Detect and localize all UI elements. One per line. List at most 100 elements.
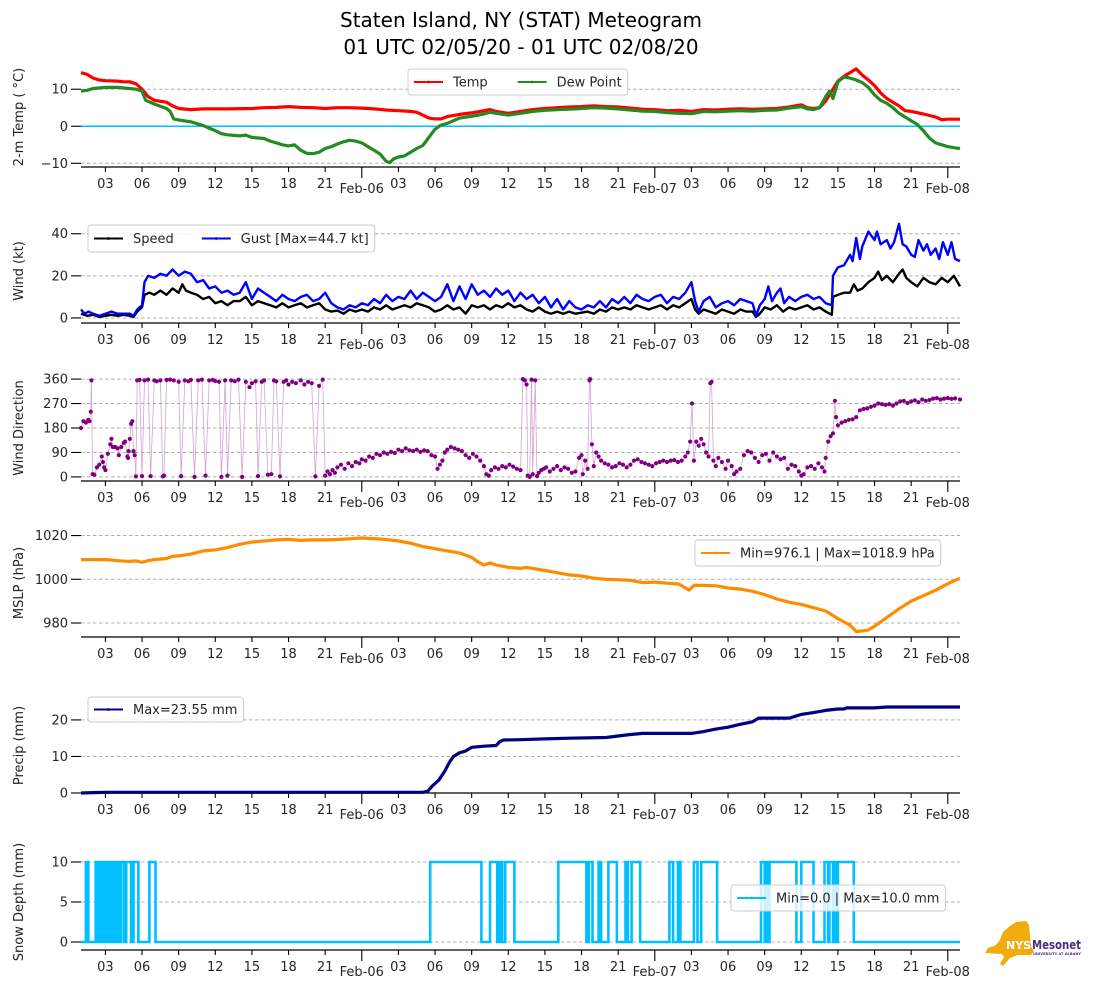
x-tick-label: 15 <box>830 803 847 818</box>
wind-direction-point <box>392 450 397 456</box>
x-tick-label: 21 <box>610 960 627 975</box>
wind-direction-point <box>122 439 128 444</box>
temp-line <box>80 67 960 122</box>
x-date-label: Feb-07 <box>633 808 677 823</box>
x-tick-label: 21 <box>317 333 334 348</box>
wind-direction-point <box>290 379 295 384</box>
wind-direction-point <box>610 465 615 470</box>
wind-direction-point <box>679 458 684 463</box>
wind-direction-point <box>139 474 145 479</box>
wind-direction-point <box>843 419 848 424</box>
x-tick-label: 18 <box>280 333 297 348</box>
wind-direction-point <box>631 458 637 463</box>
wind-direction-point <box>389 449 394 454</box>
legend-marker-icon <box>530 80 534 84</box>
x-date-label: Feb-08 <box>926 965 970 980</box>
x-tick-label: 12 <box>793 333 810 348</box>
wind-direction-point <box>131 449 136 454</box>
y-tick-label: −10 <box>41 157 68 172</box>
legend-item: Gust [Max=44.7 kt] <box>201 232 369 247</box>
wind-direction-point <box>868 404 874 409</box>
wind-direction-point <box>650 464 655 469</box>
legend-box <box>694 539 942 567</box>
x-tick-label: 06 <box>427 960 444 975</box>
x-tick-label: 09 <box>463 803 480 818</box>
wind-direction-point <box>418 449 423 454</box>
wind-direction-point <box>374 451 379 456</box>
wind-direction-point <box>116 453 121 458</box>
wind-direction-point <box>760 453 765 458</box>
wind-direction-point <box>452 446 457 451</box>
y-tick-label: 360 <box>43 373 68 388</box>
wind-direction-point <box>425 449 430 454</box>
x-tick-label: 03 <box>683 647 700 662</box>
wind-direction-point <box>249 381 254 386</box>
wind-direction-point <box>865 406 870 411</box>
x-tick-label: 12 <box>500 803 517 818</box>
x-tick-label: 21 <box>903 491 920 506</box>
x-tick-label: 15 <box>537 333 554 348</box>
legend-marker-icon <box>214 237 218 240</box>
x-tick-label: 09 <box>170 803 187 818</box>
legend-label: Dew Point <box>557 76 622 91</box>
wind-direction-point <box>219 474 224 479</box>
wind-direction-point <box>192 474 197 479</box>
wind-direction-point <box>923 398 928 403</box>
wind-direction-point <box>905 400 910 406</box>
wind-direction-point <box>89 378 94 383</box>
wind-direction-point <box>83 420 88 425</box>
wind-direction-point <box>125 455 131 460</box>
wind-direction-point <box>763 451 769 456</box>
x-tick-label: 09 <box>756 177 773 192</box>
wind-direction-point <box>639 459 644 465</box>
wind-direction-point <box>835 423 841 428</box>
wind-direction-point <box>216 379 222 384</box>
wind-direction-point <box>591 464 596 469</box>
wind-direction-point <box>448 444 453 450</box>
wind-direction-point <box>562 465 567 470</box>
wind-direction-point <box>325 469 330 474</box>
x-tick-label: 21 <box>317 647 334 662</box>
wind-direction-point <box>589 442 595 447</box>
wind-direction-point <box>445 447 450 452</box>
x-tick-label: 09 <box>170 491 187 506</box>
legend-item: Max=23.55 mm <box>94 703 237 718</box>
wind-direction-point <box>507 462 512 467</box>
wind-direction-point <box>137 377 142 382</box>
x-tick-label: 12 <box>500 333 517 348</box>
wind-direction-point <box>588 377 593 382</box>
wind-direction-point <box>105 451 110 456</box>
wind-direction-point <box>646 462 651 467</box>
wind-direction-point <box>385 451 390 456</box>
wind-direction-point <box>653 461 659 466</box>
wind-direction-point <box>675 459 681 465</box>
wind-direction-point <box>785 466 791 471</box>
wind-direction-point <box>741 453 747 458</box>
wind-direction-point <box>771 450 776 455</box>
x-tick-label: 09 <box>463 177 480 192</box>
wind-direction-point <box>706 454 711 459</box>
x-tick-label: 12 <box>793 647 810 662</box>
wind-direction-point <box>146 377 151 382</box>
nys-mesonet-logo: NYS Mesonet UNIVERSITY AT ALBANY <box>985 921 1081 966</box>
legend-label: Max=23.55 mm <box>133 703 237 718</box>
wind-direction-point <box>898 399 903 404</box>
wind-direction-point <box>801 472 806 477</box>
wind-direction-point <box>683 454 688 459</box>
wind-direction-point <box>738 466 743 471</box>
wind-direction-point <box>826 439 831 444</box>
panel-temp: −10 0 10 03 06 09 12 15 18 21 Feb-06 03 06 09 12 15 18 21… <box>12 67 970 197</box>
wind-direction-point <box>432 454 438 459</box>
wind-direction-point <box>734 469 739 474</box>
x-tick-label: 03 <box>683 491 700 506</box>
wind-direction-point <box>778 457 783 462</box>
wind-direction-point <box>320 377 325 382</box>
x-tick-label: 21 <box>610 647 627 662</box>
wind-direction-point <box>916 400 921 405</box>
wind-direction-point <box>213 378 218 384</box>
x-tick-label: 21 <box>903 333 920 348</box>
x-tick-label: 21 <box>610 803 627 818</box>
wind-direction-point <box>819 465 825 470</box>
logo-mesonet-text: Mesonet <box>1032 937 1081 952</box>
wind-direction-point <box>685 450 690 455</box>
